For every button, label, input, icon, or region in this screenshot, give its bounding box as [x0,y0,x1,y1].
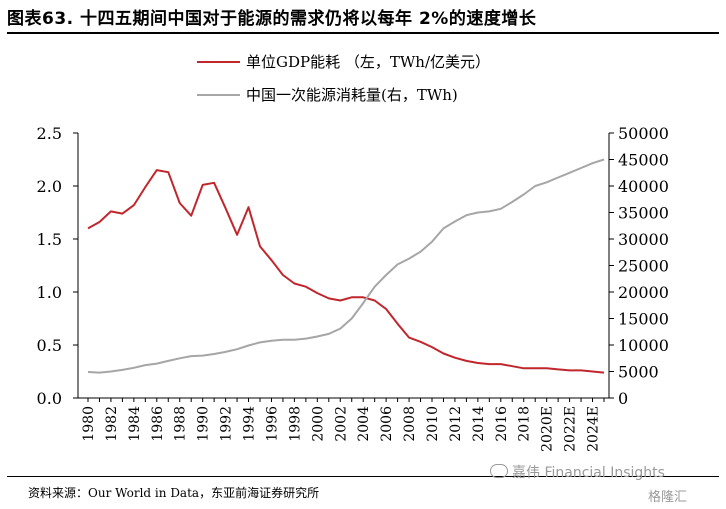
x-tick-label: 2024E [586,406,602,452]
right-tick-label: 5000 [618,363,659,382]
footer-divider [7,476,719,477]
x-tick-label: 2012 [448,406,464,442]
left-tick-label: 0.0 [37,389,62,408]
x-tick-label: 1984 [127,406,143,442]
x-tick-label: 2022E [563,406,579,452]
left-tick-label: 0.5 [37,336,62,355]
axes: 0.0 0.5 1.0 1.5 2.0 2.5 0 5000 10000 15000 20000 25… [37,124,669,452]
right-tick-label: 45000 [618,151,669,170]
x-tick-label: 1996 [264,406,280,442]
x-tick-label: 2016 [494,406,510,442]
x-tick-label: 1990 [196,406,212,442]
x-tick-label: 1988 [173,406,189,442]
right-tick-label: 10000 [618,336,669,355]
x-tick-label: 2018 [517,406,533,442]
x-tick-label: 1992 [219,406,235,442]
energy-intensity-line [87,169,605,374]
legend-label: 单位GDP能耗 （左，TWh/亿美元） [246,53,490,71]
source-note: 资料来源：Our World in Data，东亚前海证券研究所 [28,486,320,500]
x-tick-label: 1986 [150,406,166,442]
legend: 单位GDP能耗 （左，TWh/亿美元） 中国一次能源消耗量(右，TWh) [197,53,490,104]
x-tick-label: 2002 [333,406,349,442]
legend-label: 中国一次能源消耗量(右，TWh) [246,86,458,104]
right-tick-label: 50000 [618,124,669,143]
right-tick-label: 15000 [618,310,669,329]
x-tick-label: 2020E [540,406,556,452]
x-tick-label: 2014 [471,406,487,442]
x-tick-label: 1982 [104,406,120,442]
x-tick-label: 1998 [287,406,303,442]
x-tick-label: 2008 [402,406,418,442]
left-tick-label: 1.5 [37,230,62,249]
right-tick-label: 20000 [618,283,669,302]
x-tick-label: 2000 [310,406,326,442]
wechat-icon [490,464,508,478]
x-tick-label: 2006 [379,406,395,442]
right-tick-label: 35000 [618,204,669,223]
right-tick-label: 30000 [618,230,669,249]
left-tick-label: 2.0 [37,177,62,196]
energy-consumption-line [87,158,605,374]
brand-logo-text: 格隆汇 [648,490,688,505]
right-tick-label: 40000 [618,177,669,196]
x-tick-label: 2004 [356,406,372,442]
x-tick-label: 1994 [242,406,258,442]
chart-title: 图表63. 十四五期间中国对于能源的需求仍将以每年 2%的速度增长 [7,6,719,34]
left-tick-label: 1.0 [37,283,62,302]
series-group [87,158,605,374]
watermark-text: 嘉伟 Financial Insights [512,465,665,481]
left-tick-label: 2.5 [37,124,62,143]
chart: 0.0 0.5 1.0 1.5 2.0 2.5 0 5000 10000 15000 20000 25… [37,53,669,452]
right-tick-label: 0 [618,389,628,408]
right-tick-label: 25000 [618,257,669,276]
watermark: 嘉伟 Financial Insights [490,462,665,482]
x-tick-label: 1980 [81,406,97,442]
x-tick-label: 2010 [425,406,441,442]
